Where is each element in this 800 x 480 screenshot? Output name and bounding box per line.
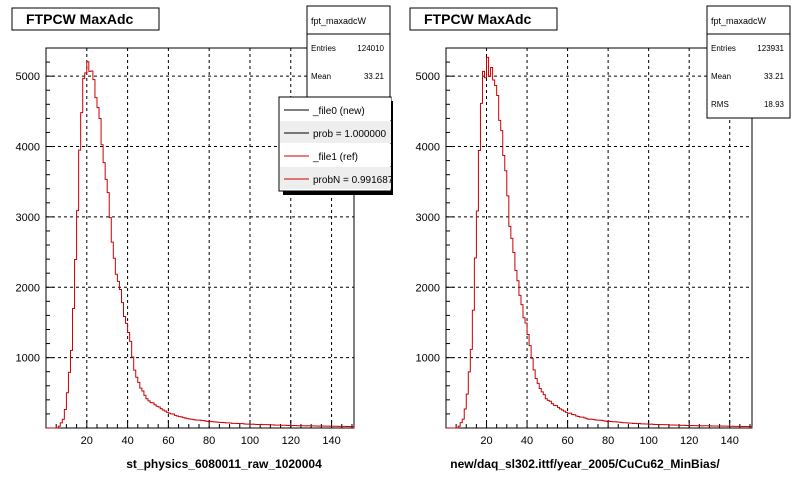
x-tick-label: 120: [282, 435, 300, 447]
right-plot-area: 20 40 60 80 100 120 140 1000 2000 3000 4000 5000: [416, 47, 753, 447]
legend-entry-probn: probN = 0.991687: [313, 175, 394, 186]
right-stats-rms-label: RMS: [711, 100, 729, 109]
left-title-box: [11, 7, 160, 31]
x-tick-label: 80: [602, 435, 614, 447]
x-tick-label: 140: [721, 435, 739, 447]
y-tick-label: 5000: [16, 71, 40, 83]
left-stats-entries-value: 124010: [357, 44, 384, 53]
left-histogram-panel: FTPCW MaxAdc 20 40 60 80 100 120 140 1000 2000 30…: [11, 5, 394, 471]
left-legend: _file0 (new) prob = 1.000000 _file1 (ref…: [278, 96, 394, 195]
right-stats-rms-value: 18.93: [764, 100, 785, 109]
right-stats-entries-value: 123931: [757, 44, 784, 53]
right-title-box: [409, 7, 558, 31]
legend-entry-file0: _file0 (new): [312, 106, 365, 117]
x-tick-label: 80: [203, 435, 215, 447]
right-stats-entries-label: Entries: [711, 44, 736, 53]
right-histogram-panel: FTPCW MaxAdc 20 40 60 80 100 120 140 1000 2000 30…: [409, 5, 791, 471]
right-stats-frame: [706, 5, 791, 119]
legend-row-bg-2: [280, 144, 391, 166]
right-stats-name: fpt_maxadcW: [711, 16, 767, 26]
y-tick-label: 2000: [16, 282, 40, 294]
right-stats-mean-value: 33.21: [764, 72, 785, 81]
left-stats-name: fpt_maxadcW: [311, 16, 367, 26]
plot-frame: [445, 47, 753, 429]
x-tick-label: 40: [521, 435, 533, 447]
legend-entry-prob: prob = 1.000000: [313, 129, 387, 140]
left-stats-entries-label: Entries: [311, 44, 336, 53]
y-tick-label: 1000: [416, 353, 440, 365]
y-tick-label: 4000: [416, 142, 440, 154]
right-stats-box: fpt_maxadcW Entries 123931 Mean 33.21 RM…: [706, 5, 791, 119]
left-x-axis-title: st_physics_6080011_raw_1020004: [126, 457, 322, 471]
y-tick-label: 1000: [16, 353, 40, 365]
right-chart-title: FTPCW MaxAdc: [424, 11, 532, 27]
left-stats-mean-label: Mean: [311, 72, 331, 81]
histogram-series-line: [46, 61, 355, 429]
histogram-series-line: [446, 56, 753, 429]
x-tick-label: 60: [162, 435, 174, 447]
legend-row-bg-1: [280, 121, 391, 143]
y-tick-label: 3000: [416, 212, 440, 224]
x-tick-label: 40: [121, 435, 133, 447]
x-tick-label: 120: [680, 435, 698, 447]
x-tick-label: 100: [639, 435, 657, 447]
y-tick-label: 5000: [416, 71, 440, 83]
y-tick-label: 4000: [16, 142, 40, 154]
x-tick-label: 60: [561, 435, 573, 447]
left-stats-mean-value: 33.21: [364, 72, 385, 81]
x-tick-label: 140: [322, 435, 340, 447]
x-tick-label: 20: [81, 435, 93, 447]
legend-row-bg-0: [280, 98, 391, 120]
x-tick-label: 100: [241, 435, 259, 447]
legend-entry-file1: _file1 (ref): [312, 152, 358, 163]
y-tick-label: 3000: [16, 212, 40, 224]
right-stats-mean-label: Mean: [711, 72, 731, 81]
y-tick-label: 2000: [416, 282, 440, 294]
left-chart-title: FTPCW MaxAdc: [26, 11, 134, 27]
right-x-axis-title: new/daq_sl302.ittf/year_2005/CuCu62_MinB…: [450, 457, 720, 471]
legend-row-bg-3: [280, 167, 391, 189]
x-tick-label: 20: [480, 435, 492, 447]
